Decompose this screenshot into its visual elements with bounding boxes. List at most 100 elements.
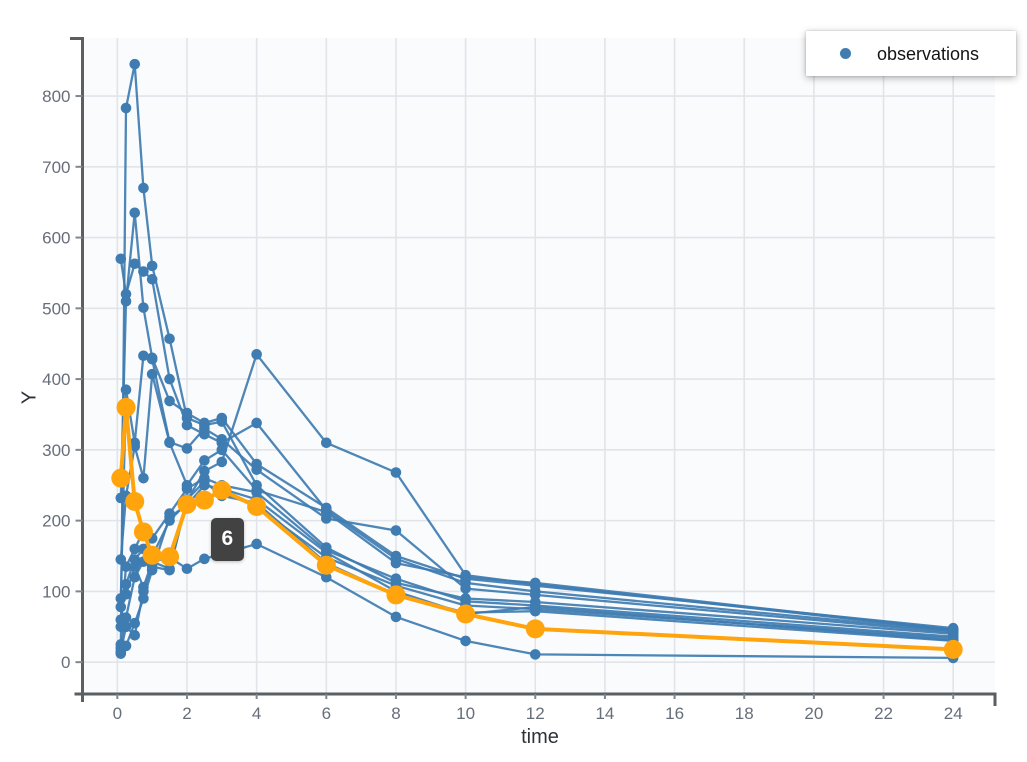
data-point[interactable]: [129, 58, 141, 70]
y-tick-label: 500: [42, 299, 70, 318]
data-point[interactable]: [529, 649, 541, 660]
highlighted-data-point[interactable]: [525, 619, 545, 639]
data-point[interactable]: [460, 583, 471, 594]
data-point[interactable]: [320, 545, 332, 556]
highlighted-data-point[interactable]: [125, 492, 145, 512]
highlighted-data-point[interactable]: [111, 468, 131, 488]
data-point[interactable]: [390, 573, 402, 584]
highlighted-data-point[interactable]: [247, 496, 267, 516]
data-point[interactable]: [251, 487, 262, 498]
data-point[interactable]: [164, 373, 175, 385]
data-point[interactable]: [181, 483, 193, 495]
data-point[interactable]: [120, 384, 132, 396]
x-tick-label: 12: [526, 704, 545, 723]
data-point[interactable]: [199, 553, 210, 565]
data-point[interactable]: [320, 571, 332, 583]
y-tick-label: 600: [42, 229, 70, 248]
highlighted-data-point[interactable]: [456, 604, 476, 624]
data-point[interactable]: [390, 467, 402, 478]
data-point[interactable]: [529, 589, 541, 601]
data-point[interactable]: [120, 561, 132, 572]
data-point[interactable]: [129, 554, 141, 565]
data-point[interactable]: [199, 472, 210, 484]
data-point[interactable]: [146, 564, 158, 576]
data-point[interactable]: [390, 557, 402, 569]
data-point[interactable]: [146, 368, 158, 380]
x-tick-label: 22: [874, 704, 893, 723]
data-point[interactable]: [138, 302, 149, 313]
data-point[interactable]: [320, 437, 332, 449]
data-point[interactable]: [199, 423, 210, 434]
data-point[interactable]: [460, 569, 471, 581]
data-point[interactable]: [164, 333, 175, 345]
data-point[interactable]: [529, 579, 541, 590]
data-point[interactable]: [216, 412, 228, 424]
data-point[interactable]: [120, 579, 132, 590]
y-tick-label: 300: [42, 441, 70, 460]
data-point[interactable]: [460, 635, 471, 647]
data-point[interactable]: [146, 274, 158, 285]
data-point[interactable]: [181, 563, 193, 575]
highlighted-data-point[interactable]: [160, 547, 180, 567]
data-point[interactable]: [120, 295, 132, 307]
data-point[interactable]: [390, 525, 402, 536]
data-point[interactable]: [115, 614, 127, 625]
y-axis-title: Y: [18, 390, 41, 405]
highlighted-data-point[interactable]: [386, 585, 406, 605]
data-point[interactable]: [120, 102, 132, 114]
highlighted-data-point[interactable]: [142, 545, 162, 565]
data-point[interactable]: [129, 441, 141, 452]
data-point[interactable]: [138, 593, 149, 604]
x-tick-label: 14: [595, 704, 614, 723]
highlighted-data-point[interactable]: [212, 480, 232, 500]
data-point[interactable]: [129, 571, 141, 583]
data-point[interactable]: [164, 564, 175, 576]
data-point[interactable]: [181, 443, 193, 454]
data-point[interactable]: [129, 543, 141, 555]
data-point[interactable]: [529, 600, 541, 611]
data-point[interactable]: [146, 353, 158, 365]
y-tick-label: 400: [42, 370, 70, 389]
data-point[interactable]: [199, 455, 210, 466]
data-point[interactable]: [164, 437, 175, 449]
data-point[interactable]: [138, 472, 149, 484]
data-point[interactable]: [129, 207, 141, 219]
legend-label: observations: [877, 43, 980, 64]
data-point[interactable]: [390, 611, 402, 623]
legend[interactable]: observations: [806, 31, 1016, 76]
data-point[interactable]: [181, 407, 193, 419]
data-point[interactable]: [120, 640, 132, 652]
data-point[interactable]: [129, 617, 141, 629]
highlighted-data-point[interactable]: [194, 490, 214, 510]
highlighted-data-point[interactable]: [116, 397, 136, 417]
data-point[interactable]: [146, 260, 158, 272]
data-point[interactable]: [251, 538, 262, 550]
data-point[interactable]: [129, 258, 141, 270]
data-point[interactable]: [138, 350, 149, 362]
data-point[interactable]: [115, 601, 127, 613]
data-point[interactable]: [115, 253, 127, 265]
data-point[interactable]: [181, 419, 193, 431]
data-point[interactable]: [251, 464, 262, 475]
data-point[interactable]: [460, 595, 471, 607]
data-point[interactable]: [138, 182, 149, 194]
data-point[interactable]: [216, 433, 228, 445]
y-tick-label: 100: [42, 582, 70, 601]
y-tick-label: 800: [42, 87, 70, 106]
highlighted-data-point[interactable]: [177, 494, 197, 514]
highlighted-data-point[interactable]: [316, 555, 336, 575]
highlighted-data-point[interactable]: [133, 522, 153, 542]
data-point[interactable]: [947, 631, 959, 642]
data-point[interactable]: [115, 648, 127, 659]
highlighted-data-point[interactable]: [943, 639, 963, 659]
data-point[interactable]: [216, 456, 228, 468]
x-tick-label: 6: [322, 704, 331, 723]
data-point[interactable]: [320, 506, 332, 518]
data-point[interactable]: [164, 395, 175, 407]
data-point[interactable]: [251, 417, 262, 429]
x-tick-label: 24: [944, 704, 963, 723]
data-point[interactable]: [251, 349, 262, 360]
x-axis-line: [74, 692, 997, 706]
data-point[interactable]: [164, 508, 175, 519]
